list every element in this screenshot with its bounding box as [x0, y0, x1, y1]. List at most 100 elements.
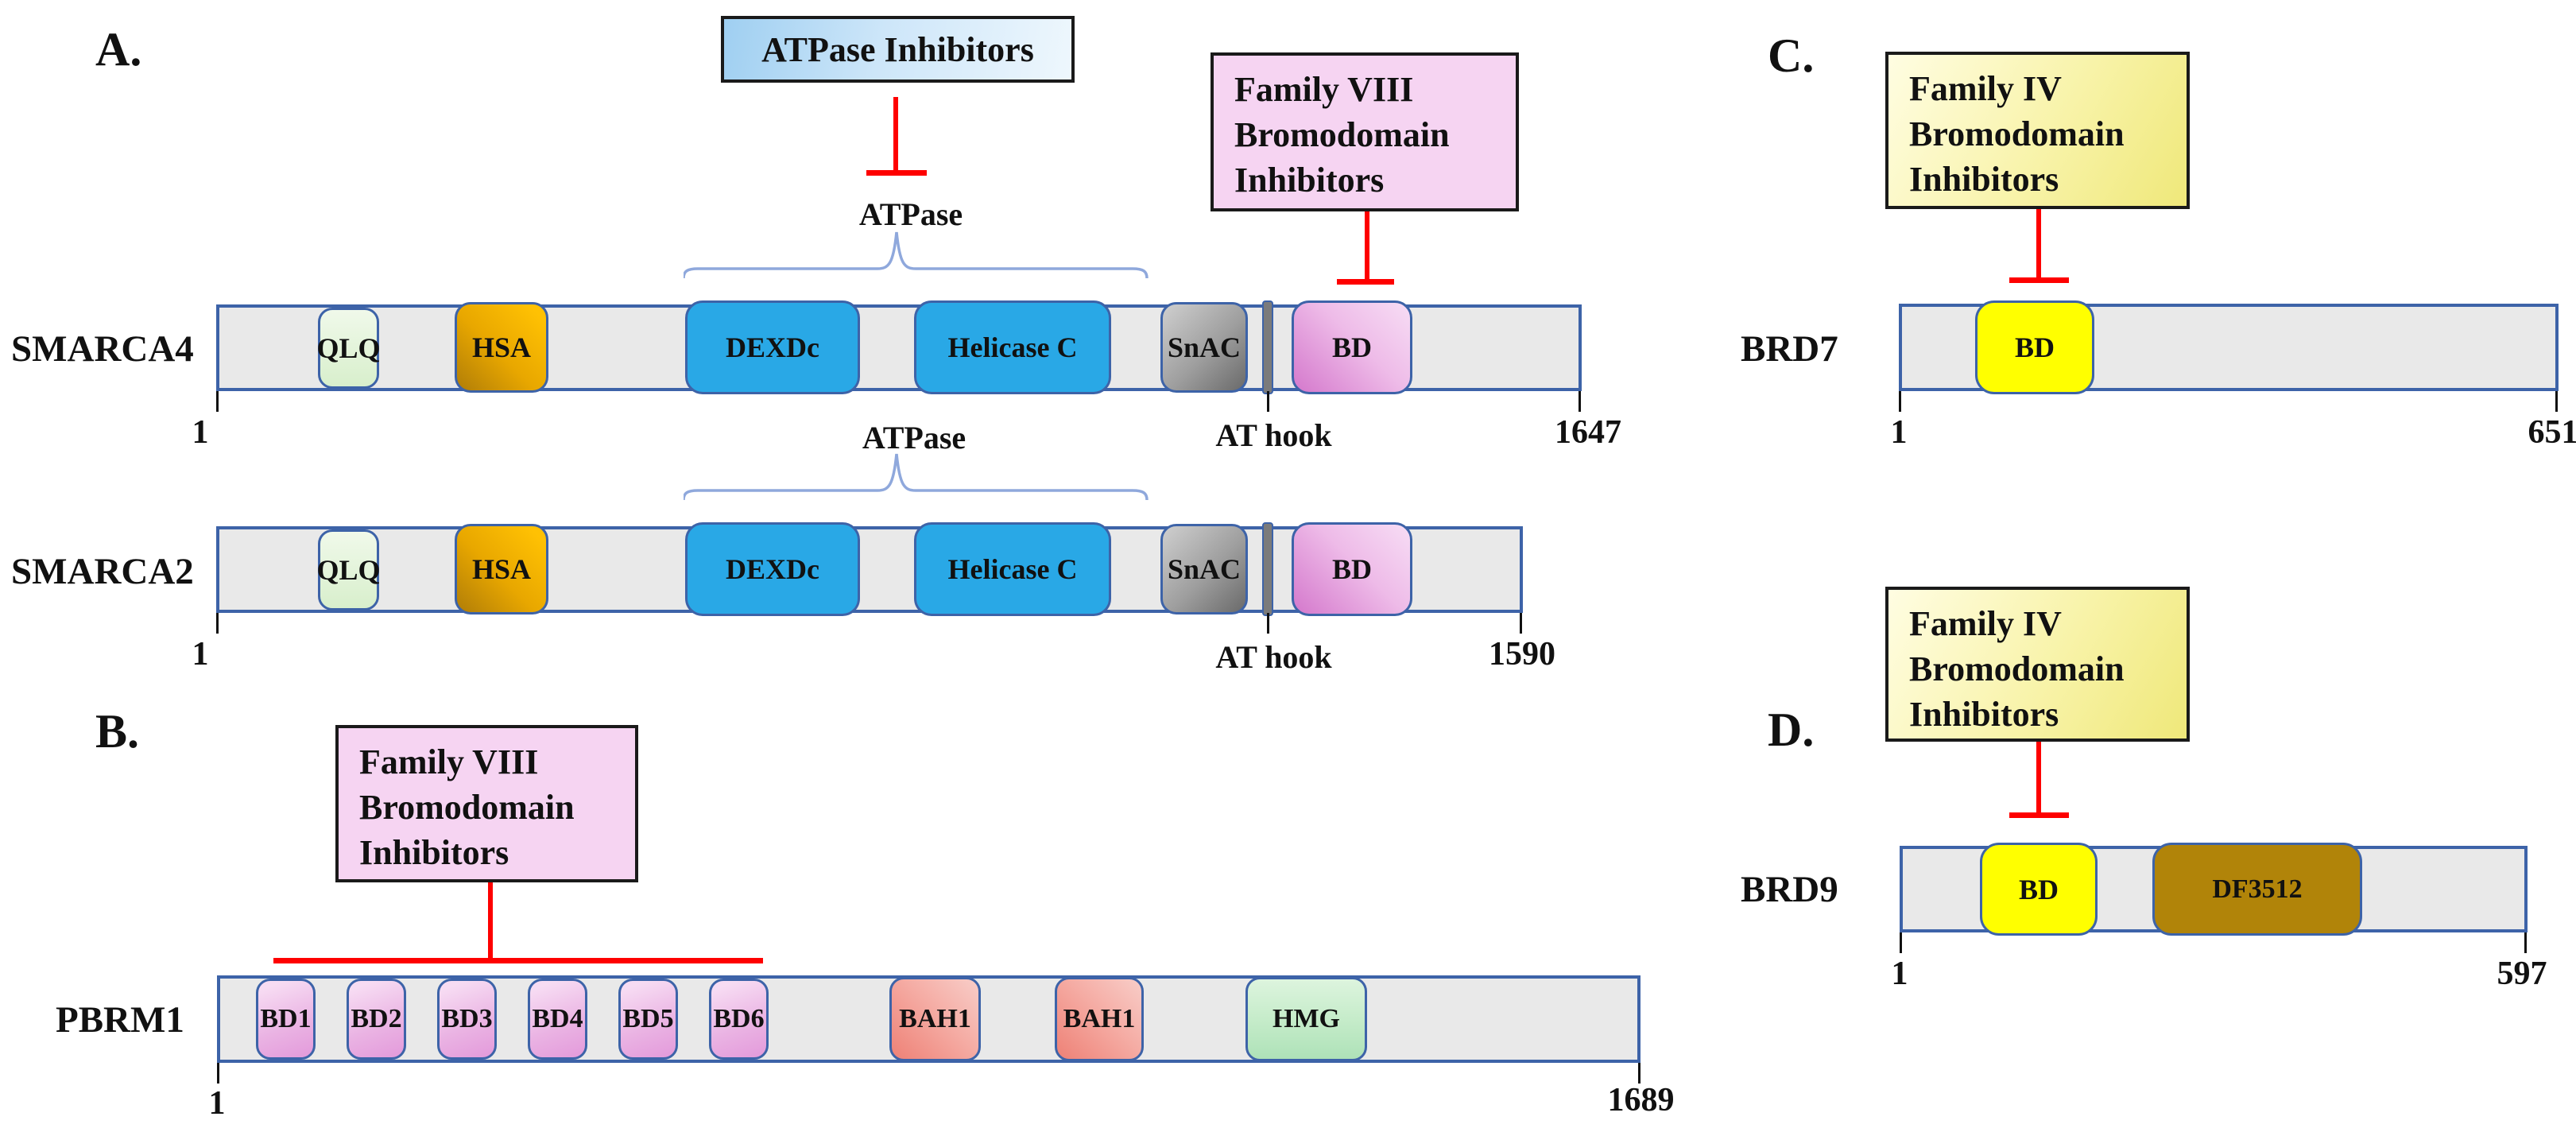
- family-iv-box-c-line3: Inhibitors: [1909, 160, 2059, 199]
- smarca2-end-tick: [1520, 613, 1522, 634]
- smarca2-domain-bd: BD: [1292, 522, 1412, 616]
- brd9-domain-bd: BD: [1980, 843, 2098, 936]
- family-viii-inhibition-line-b-vertical: [488, 882, 493, 961]
- brd7-end-tick: [2555, 391, 2558, 412]
- family-viii-inhibition-arrow-line-a: [1365, 211, 1369, 282]
- smarca2-domain-hsa-label: HSA: [471, 553, 532, 585]
- pbrm1-domain-bah1-second-label: BAH1: [1063, 1004, 1136, 1033]
- family-viii-box-a-line3: Inhibitors: [1234, 161, 1385, 200]
- smarca4-domain-helicase-c-label: Helicase C: [947, 331, 1078, 363]
- protein-name-smarca2: SMARCA2: [11, 551, 194, 592]
- pbrm1-end-label: 1689: [1607, 1082, 1675, 1118]
- pbrm1-domain-bd2: BD2: [347, 979, 406, 1060]
- smarca4-start-tick: [216, 391, 219, 412]
- pbrm1-domain-bah1-second: BAH1: [1055, 977, 1144, 1061]
- atpase-brace-smarca2: [684, 453, 1149, 501]
- smarca4-domain-at-hook: [1262, 300, 1273, 394]
- brd9-start-tick: [1900, 932, 1902, 953]
- panel-label-a: A.: [95, 23, 142, 76]
- smarca4-domain-bd-label: BD: [1331, 331, 1372, 363]
- family-viii-box-a-line2: Bromodomain: [1234, 115, 1450, 154]
- brd7-start-tick: [1899, 391, 1901, 412]
- brd9-domain-df3512: DF3512: [2152, 843, 2362, 936]
- smarca2-domain-dexdc: DEXDc: [685, 522, 860, 616]
- smarca4-at-hook-label: AT hook: [1215, 417, 1332, 453]
- pbrm1-domain-bd4-label: BD4: [532, 1004, 583, 1033]
- family-viii-box-b-line1: Family VIII: [359, 742, 539, 781]
- brd9-domain-df3512-label: DF3512: [2212, 874, 2303, 904]
- brd7-domain-bd-label: BD: [2014, 331, 2055, 363]
- pbrm1-domain-bd1-label: BD1: [260, 1004, 312, 1033]
- panel-label-b: B.: [95, 705, 140, 758]
- brd7-domain-bd: BD: [1975, 300, 2094, 394]
- family-iv-box-c-line1: Family IV: [1909, 69, 2062, 108]
- pbrm1-domain-hmg-label: HMG: [1273, 1004, 1340, 1033]
- smarca4-end-tick: [1579, 391, 1581, 412]
- protein-name-brd7: BRD7: [1741, 328, 1838, 370]
- family-iv-inhibitors-box-c: Family IV Bromodomain Inhibitors: [1885, 52, 2190, 209]
- smarca4-start-label: 1: [192, 414, 209, 451]
- family-viii-inhibitors-box-b: Family VIII Bromodomain Inhibitors: [335, 725, 638, 882]
- brd9-end-label: 597: [2497, 956, 2547, 992]
- panel-label-c: C.: [1768, 29, 1815, 82]
- pbrm1-domain-bd4: BD4: [528, 979, 587, 1060]
- smarca2-domain-helicase-c: Helicase C: [914, 522, 1111, 616]
- smarca2-at-hook-label: AT hook: [1215, 639, 1332, 675]
- atpase-inhibition-arrow-cap: [866, 170, 927, 176]
- family-iv-box-d-line3: Inhibitors: [1909, 695, 2059, 734]
- smarca4-domain-qlq: QLQ: [317, 308, 381, 389]
- family-viii-inhibition-arrow-cap-a: [1337, 279, 1394, 285]
- protein-name-pbrm1: PBRM1: [56, 999, 184, 1041]
- smarca2-at-hook-tick: [1267, 613, 1269, 634]
- pbrm1-domain-bd2-label: BD2: [351, 1004, 402, 1033]
- brd7-end-label: 651: [2528, 414, 2576, 451]
- family-viii-box-a-line1: Family VIII: [1234, 70, 1414, 109]
- panel-label-d: D.: [1768, 704, 1815, 756]
- atpase-inhibition-arrow-line: [893, 97, 898, 173]
- pbrm1-domain-bd6-label: BD6: [713, 1004, 765, 1033]
- atpase-inhibitors-box-label: ATPase Inhibitors: [761, 29, 1034, 69]
- atpase-region-label-smarca4: ATPase: [858, 196, 963, 232]
- brd7-start-label: 1: [1890, 414, 1908, 451]
- pbrm1-domain-bd5-label: BD5: [622, 1004, 674, 1033]
- family-viii-inhibitors-box-a: Family VIII Bromodomain Inhibitors: [1211, 52, 1519, 211]
- smarca4-domain-helicase-c: Helicase C: [914, 300, 1111, 394]
- family-iv-inhibition-arrow-line-d: [2036, 742, 2041, 816]
- brd9-start-label: 1: [1891, 956, 1908, 992]
- family-iv-box-d-line2: Bromodomain: [1909, 649, 2125, 688]
- smarca4-domain-dexdc: DEXDc: [685, 300, 860, 394]
- smarca2-domain-qlq: QLQ: [317, 529, 381, 611]
- smarca2-domain-dexdc-label: DEXDc: [726, 553, 819, 585]
- smarca2-end-label: 1590: [1489, 636, 1555, 673]
- atpase-inhibitors-box: ATPase Inhibitors: [721, 16, 1075, 83]
- smarca4-end-label: 1647: [1555, 414, 1621, 451]
- family-iv-box-d-line1: Family IV: [1909, 604, 2062, 643]
- pbrm1-domain-bd1: BD1: [256, 979, 316, 1060]
- pbrm1-end-tick: [1638, 1063, 1641, 1084]
- pbrm1-start-tick: [217, 1063, 219, 1084]
- smarca4-domain-hsa-label: HSA: [471, 331, 532, 363]
- protein-name-brd9: BRD9: [1741, 869, 1838, 910]
- smarca2-start-label: 1: [192, 636, 209, 673]
- smarca2-domain-bd-label: BD: [1331, 553, 1372, 585]
- smarca4-domain-bd: BD: [1292, 300, 1412, 394]
- protein-name-smarca4: SMARCA4: [11, 328, 194, 370]
- family-iv-inhibitors-box-d: Family IV Bromodomain Inhibitors: [1885, 587, 2190, 742]
- pbrm1-domain-bd6: BD6: [709, 979, 769, 1060]
- family-iv-inhibition-arrow-cap-d: [2009, 812, 2069, 818]
- smarca2-domain-hsa: HSA: [455, 524, 548, 614]
- pbrm1-domain-bd5: BD5: [618, 979, 678, 1060]
- brd9-domain-bd-label: BD: [2018, 873, 2059, 905]
- pbrm1-domain-hmg: HMG: [1245, 977, 1367, 1061]
- smarca2-domain-snac: SnAC: [1160, 524, 1248, 614]
- family-viii-box-b-line3: Inhibitors: [359, 833, 509, 872]
- family-iv-box-c-line2: Bromodomain: [1909, 114, 2125, 153]
- pbrm1-domain-bd3: BD3: [437, 979, 497, 1060]
- smarca4-domain-dexdc-label: DEXDc: [726, 331, 819, 363]
- family-iv-inhibition-arrow-cap-c: [2009, 277, 2069, 283]
- family-viii-box-b-line2: Bromodomain: [359, 788, 575, 827]
- pbrm1-domain-bd3-label: BD3: [441, 1004, 493, 1033]
- family-viii-inhibition-line-b-horizontal: [273, 958, 763, 963]
- pbrm1-domain-bah1-first: BAH1: [889, 977, 981, 1061]
- smarca2-domain-helicase-c-label: Helicase C: [947, 553, 1078, 585]
